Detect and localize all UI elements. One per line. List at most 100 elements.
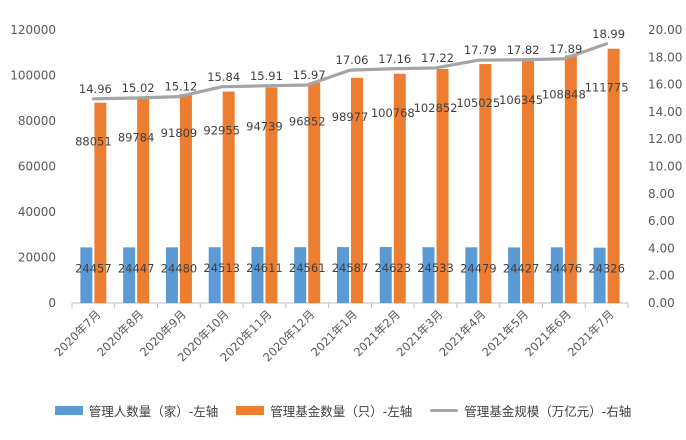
data-label-managers: 24533 — [417, 261, 454, 275]
right-axis-tick-label: 0.00 — [648, 296, 675, 310]
scale-line — [91, 42, 609, 101]
data-label-scale: 15.12 — [164, 80, 197, 94]
bar-managers — [593, 247, 606, 303]
bar-funds — [607, 48, 620, 303]
data-label-managers: 24326 — [588, 262, 625, 276]
legend-swatch-scale — [430, 408, 459, 412]
left-axis-tick-label: 80000 — [18, 114, 56, 128]
left-axis-tick-label: 20000 — [18, 251, 56, 265]
data-label-scale: 14.96 — [79, 82, 112, 96]
bar-funds — [436, 69, 449, 303]
data-label-scale: 15.97 — [293, 68, 326, 82]
data-label-funds: 111775 — [585, 81, 629, 95]
bar-funds — [522, 61, 535, 303]
legend-item-managers: 管理人数量（家）-左轴 — [54, 401, 219, 420]
data-label-funds: 92955 — [203, 124, 240, 138]
right-axis-tick-label: 18.00 — [648, 50, 682, 64]
data-labels: 24457 88051 14.96 24447 89784 15.02 24480 91809… — [75, 27, 628, 276]
data-label-funds: 106345 — [499, 93, 543, 107]
data-label-managers: 24457 — [75, 261, 112, 275]
data-label-managers: 24587 — [332, 261, 369, 275]
legend-item-scale: 管理基金规模（万亿元）-右轴 — [430, 401, 631, 420]
data-label-funds: 91809 — [161, 126, 198, 140]
bar-managers — [337, 247, 349, 303]
bar-managers — [379, 246, 392, 303]
data-label-scale: 17.06 — [336, 53, 369, 67]
bar-funds — [308, 82, 321, 303]
legend-swatch-managers — [54, 405, 83, 415]
data-label-funds: 102852 — [414, 101, 458, 115]
right-axis-tick-label: 10.00 — [648, 160, 682, 174]
right-axis-tick-label: 6.00 — [648, 214, 675, 228]
bar-funds — [479, 64, 492, 304]
bar-funds — [94, 102, 107, 303]
data-label-funds: 100768 — [371, 106, 415, 120]
data-label-scale: 17.82 — [507, 43, 540, 57]
bars — [80, 48, 620, 304]
data-label-managers: 24561 — [289, 261, 326, 275]
legend-label-scale: 管理基金规模（万亿元）-右轴 — [464, 403, 632, 419]
left-axis-tick-label: 40000 — [18, 205, 56, 219]
legend: 管理人数量（家）-左轴 管理基金数量（只）-左轴 管理基金规模（万亿元）-右轴 — [0, 398, 686, 422]
data-label-funds: 94739 — [246, 119, 283, 133]
bar-funds — [393, 73, 406, 303]
data-label-funds: 96852 — [289, 115, 326, 129]
left-axis-tick-label: 60000 — [18, 160, 56, 174]
data-label-scale: 15.91 — [250, 69, 283, 83]
bar-funds — [222, 91, 235, 303]
bar-managers — [80, 247, 93, 303]
bar-funds — [179, 94, 192, 303]
bar-funds — [137, 98, 150, 304]
data-label-funds: 88051 — [75, 135, 112, 149]
bar-managers — [294, 247, 307, 303]
right-axis-tick-label: 4.00 — [648, 241, 675, 255]
legend-label-funds: 管理基金数量（只）-左轴 — [270, 403, 413, 419]
data-label-funds: 108848 — [542, 87, 586, 101]
bar-managers — [165, 247, 178, 303]
data-label-managers: 24447 — [118, 261, 155, 275]
data-label-scale: 18.99 — [592, 27, 625, 41]
data-label-managers: 24479 — [460, 261, 497, 275]
left-axis-tick-label: 120000 — [10, 23, 56, 37]
data-label-scale: 17.22 — [421, 51, 454, 65]
data-label-managers: 24476 — [546, 261, 583, 275]
bar-managers — [251, 247, 264, 303]
right-axis-tick-label: 14.00 — [648, 105, 682, 119]
data-label-managers: 24480 — [161, 261, 198, 275]
bar-managers — [550, 247, 563, 303]
data-label-managers: 24623 — [374, 261, 411, 275]
bar-managers — [422, 247, 435, 303]
bar-managers — [465, 247, 478, 303]
right-axis-tick-label: 20.00 — [648, 23, 682, 37]
axes: 0 20000 40000 60000 80000 100000 120000 0.00 2.0… — [10, 23, 682, 364]
left-axis-tick-label: 100000 — [10, 69, 56, 83]
bar-managers — [208, 247, 221, 303]
data-label-managers: 24611 — [246, 261, 283, 275]
bar-managers — [508, 247, 521, 303]
legend-item-funds: 管理基金数量（只）-左轴 — [236, 401, 412, 420]
scale-line-path — [91, 42, 609, 101]
data-label-scale: 17.16 — [378, 52, 411, 66]
right-axis-tick-label: 8.00 — [648, 187, 675, 201]
bar-managers — [123, 247, 136, 303]
x-axis-tick-label: 2021年7月 — [565, 307, 617, 359]
data-label-managers: 24513 — [203, 261, 240, 275]
data-label-managers: 24427 — [503, 261, 540, 275]
bar-funds — [351, 77, 363, 303]
right-axis-tick-label: 2.00 — [648, 269, 675, 283]
data-label-funds: 98977 — [332, 110, 369, 124]
bar-funds — [564, 55, 577, 303]
bar-funds — [265, 87, 278, 303]
data-label-funds: 105025 — [456, 96, 500, 110]
right-axis-tick-label: 12.00 — [648, 132, 682, 146]
legend-label-managers: 管理人数量（家）-左轴 — [88, 403, 219, 419]
left-axis-tick-label: 0 — [48, 296, 56, 310]
data-label-scale: 17.89 — [549, 42, 582, 56]
data-label-funds: 89784 — [118, 131, 155, 145]
data-label-scale: 15.84 — [207, 70, 240, 84]
right-axis-tick-label: 16.00 — [648, 78, 682, 92]
legend-swatch-funds — [236, 405, 265, 415]
data-label-scale: 17.79 — [464, 43, 497, 57]
data-label-scale: 15.02 — [122, 81, 155, 95]
